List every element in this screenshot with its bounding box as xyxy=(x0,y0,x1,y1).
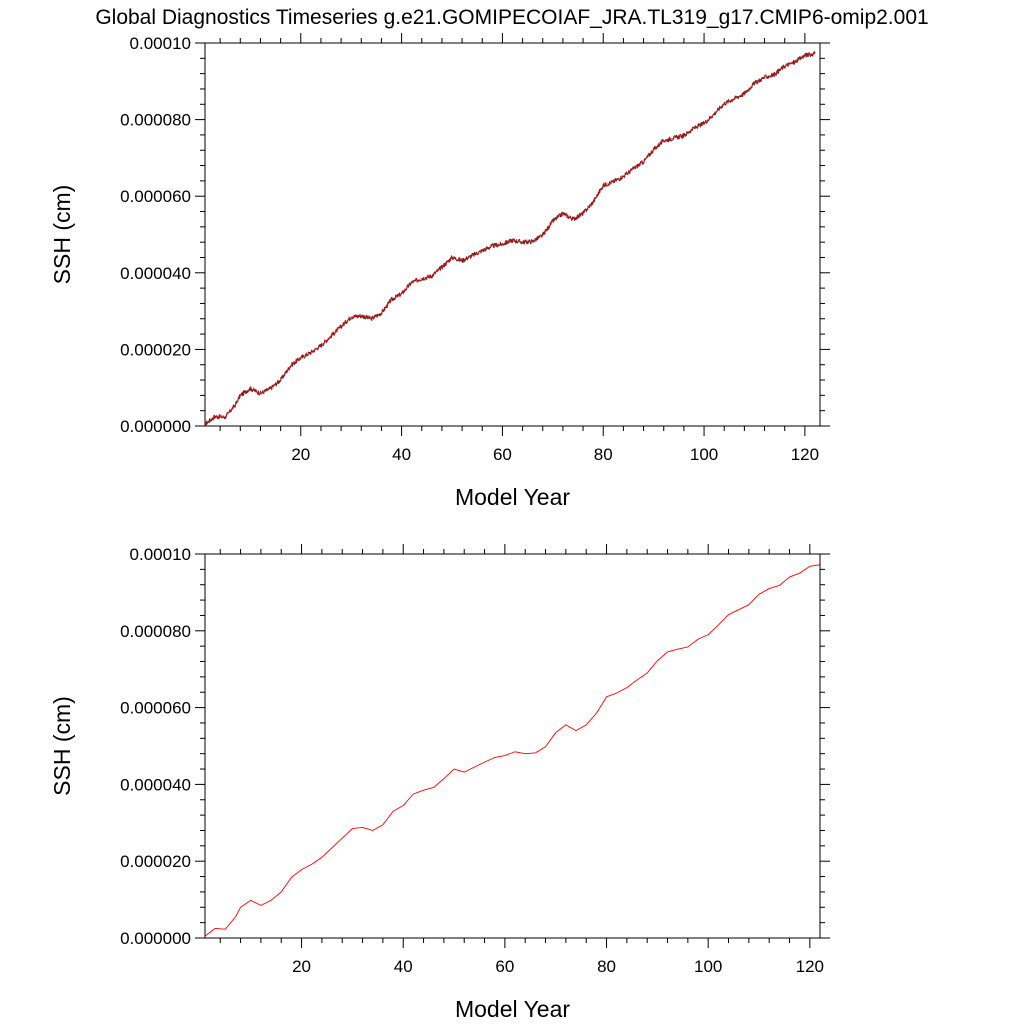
series-line-annual xyxy=(204,564,821,937)
y-tick-label: 0.000040 xyxy=(120,775,191,794)
series-line-annual-overlay xyxy=(204,53,816,425)
x-tick-label: 120 xyxy=(796,957,824,976)
y-tick-label: 0.00010 xyxy=(130,545,191,564)
y-axis-label: SSH (cm) xyxy=(49,696,75,796)
x-axis-label: Model Year xyxy=(455,996,570,1022)
x-tick-label: 40 xyxy=(392,445,411,464)
x-tick-label: 20 xyxy=(291,445,310,464)
x-tick-label: 80 xyxy=(594,445,613,464)
y-tick-label: 0.000000 xyxy=(120,417,191,436)
y-axis-label: SSH (cm) xyxy=(49,185,75,285)
x-axis-label: Model Year xyxy=(455,484,570,510)
y-tick-label: 0.000020 xyxy=(120,852,191,871)
x-tick-label: 100 xyxy=(690,445,718,464)
x-tick-label: 60 xyxy=(495,957,514,976)
y-tick-label: 0.000080 xyxy=(120,111,191,130)
x-tick-label: 120 xyxy=(791,445,819,464)
plot-frame xyxy=(204,42,821,427)
y-tick-label: 0.000060 xyxy=(120,187,191,206)
bottom-panel: 20 40 60 80 100 120 0.000000 0.000020 0.000040 0.… xyxy=(49,544,830,1022)
top-panel: 20 40 60 80 100 120 0.000000 0.000020 0.000040 0.… xyxy=(49,33,830,510)
plot-frame xyxy=(204,553,821,939)
series-line-monthly xyxy=(204,51,816,426)
x-tick-label: 60 xyxy=(493,445,512,464)
x-tick-label: 20 xyxy=(292,957,311,976)
y-tick-label: 0.000080 xyxy=(120,622,191,641)
x-tick-label: 80 xyxy=(597,957,616,976)
x-tick-label: 40 xyxy=(394,957,413,976)
y-tick-label: 0.000060 xyxy=(120,699,191,718)
y-tick-label: 0.00010 xyxy=(130,34,191,53)
x-tick-label: 100 xyxy=(694,957,722,976)
figure-title: Global Diagnostics Timeseries g.e21.GOMI… xyxy=(95,6,928,29)
y-tick-label: 0.000040 xyxy=(120,264,191,283)
y-tick-label: 0.000000 xyxy=(120,929,191,948)
y-tick-label: 0.000020 xyxy=(120,340,191,359)
